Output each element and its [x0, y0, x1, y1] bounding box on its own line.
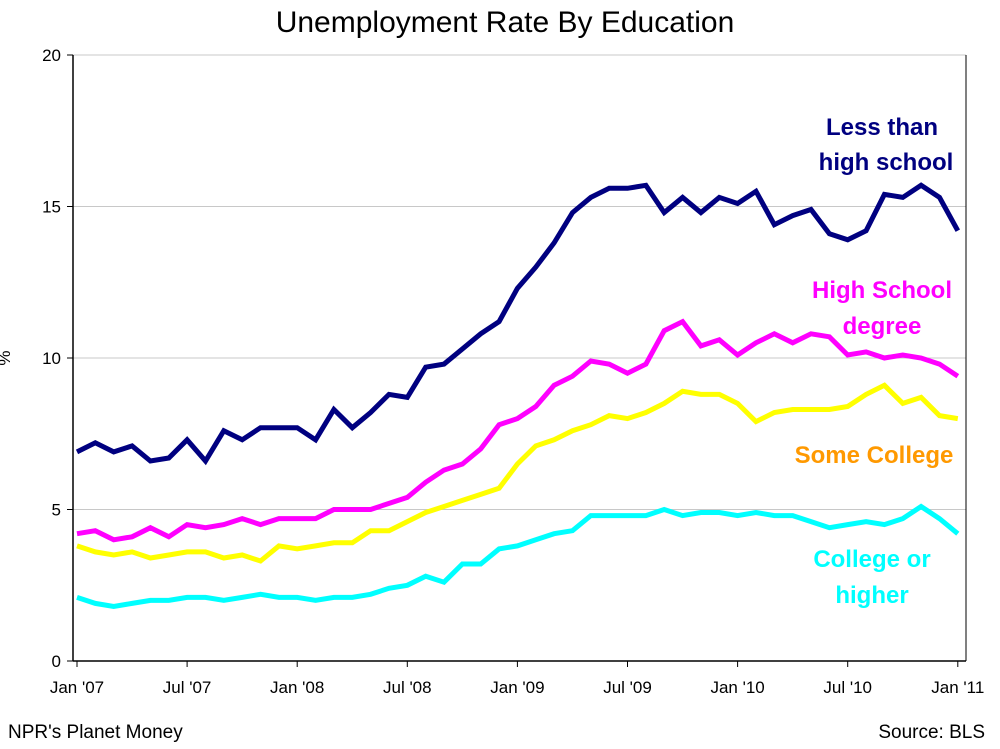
- x-tick-label: Jul '08: [383, 678, 432, 697]
- x-tick-label: Jan '09: [490, 678, 544, 697]
- y-tick-label: 15: [42, 198, 61, 217]
- x-tick-label: Jan '11: [931, 678, 984, 697]
- y-tick-label: 10: [42, 349, 61, 368]
- series-label: High School: [812, 277, 952, 304]
- series-label: Less than: [826, 114, 938, 141]
- series-line-less-than-high-school: [75, 182, 960, 466]
- series-label: degree: [843, 313, 922, 340]
- series-label: higher: [835, 582, 908, 609]
- series-label: high school: [819, 149, 954, 176]
- x-tick-label: Jan '07: [50, 678, 104, 697]
- series-line-high-school-degree: [76, 318, 960, 543]
- x-tick-label: Jan '08: [270, 678, 324, 697]
- y-axis-label: %: [0, 350, 14, 365]
- x-tick-label: Jul '07: [163, 678, 212, 697]
- series-label: College or: [813, 546, 930, 573]
- series-line-college-or-higher: [76, 503, 960, 610]
- series-label: Some College: [795, 442, 954, 469]
- footer-source: Source: BLS: [878, 722, 985, 743]
- chart-title: Unemployment Rate By Education: [276, 6, 735, 39]
- x-tick-label: Jul '10: [823, 678, 872, 697]
- footer-credit: NPR's Planet Money: [8, 722, 183, 743]
- x-tick-label: Jul '09: [603, 678, 652, 697]
- y-tick-label: 0: [52, 652, 61, 671]
- y-tick-label: 5: [52, 501, 61, 520]
- series-line-some-college: [76, 382, 959, 564]
- y-tick-label: 20: [42, 46, 61, 65]
- x-tick-label: Jan '10: [710, 678, 764, 697]
